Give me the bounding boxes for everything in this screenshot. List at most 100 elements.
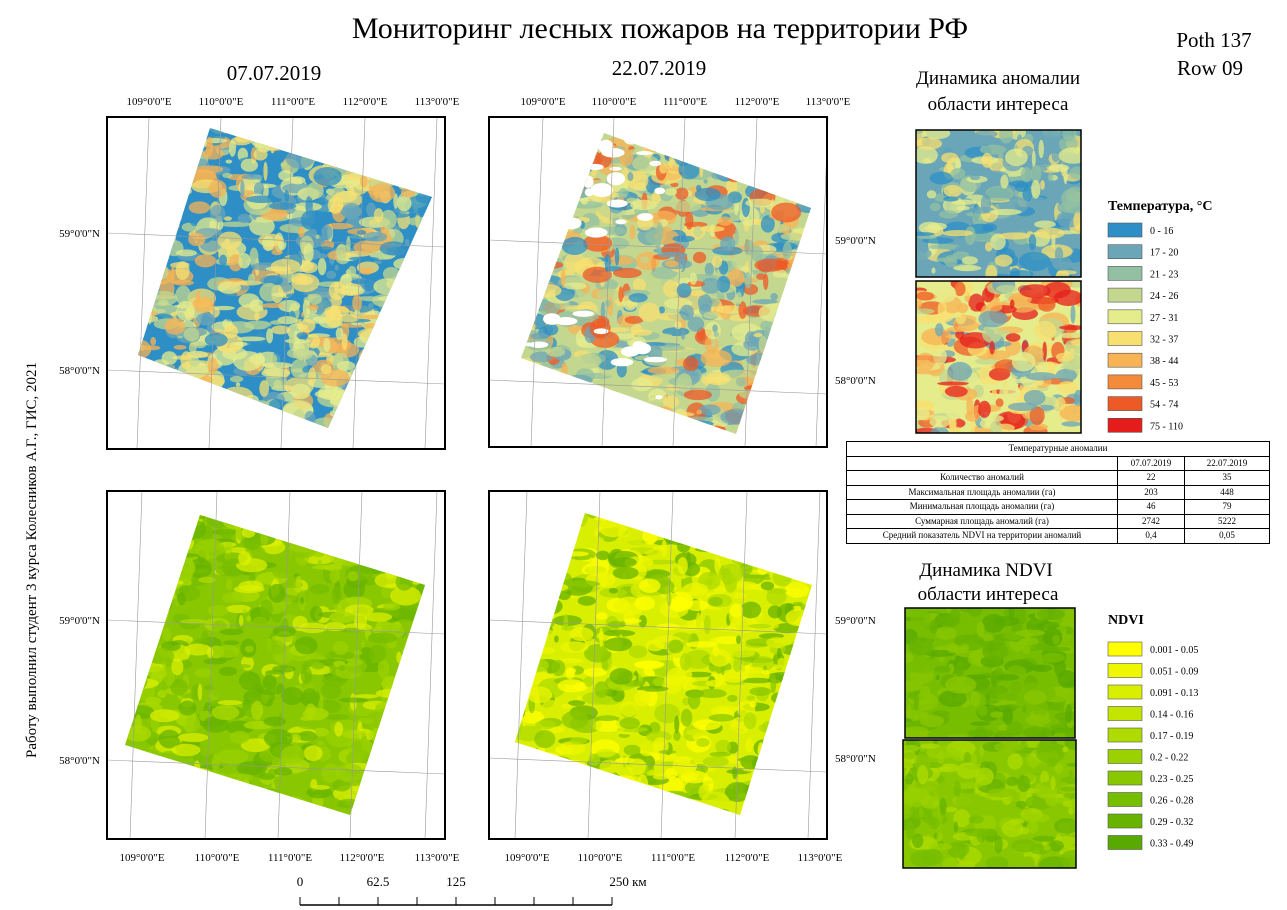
raster-patch bbox=[335, 327, 344, 340]
raster-patch bbox=[370, 764, 377, 771]
raster-patch bbox=[583, 667, 607, 677]
graticule bbox=[807, 490, 821, 840]
raster-patch bbox=[706, 153, 711, 164]
raster-patch bbox=[515, 536, 539, 555]
raster-patch bbox=[959, 608, 973, 613]
raster-patch bbox=[766, 410, 797, 431]
legend-swatch bbox=[1107, 331, 1143, 346]
raster-patch bbox=[710, 139, 724, 156]
raster-patch bbox=[745, 405, 754, 420]
raster-patch bbox=[614, 247, 620, 266]
raster-patch bbox=[995, 398, 1004, 408]
raster-patch bbox=[183, 327, 200, 342]
raster-patch bbox=[685, 141, 717, 159]
raster-patch bbox=[1055, 352, 1075, 362]
raster-patch bbox=[418, 699, 425, 717]
raster-patch bbox=[1013, 145, 1019, 150]
raster-patch bbox=[251, 700, 264, 721]
raster-patch bbox=[763, 282, 789, 295]
raster-patch bbox=[559, 551, 589, 557]
scale-label: 62.5 bbox=[367, 874, 390, 889]
legend-swatch bbox=[1107, 792, 1143, 807]
raster-patch bbox=[540, 133, 557, 138]
raster-patch bbox=[577, 595, 596, 606]
raster-patch bbox=[594, 429, 601, 434]
raster-patch bbox=[650, 210, 677, 226]
raster-patch bbox=[534, 730, 556, 749]
raster-patch bbox=[270, 320, 284, 325]
raster-patch bbox=[939, 797, 947, 816]
raster-patch bbox=[202, 387, 214, 398]
raster-patch bbox=[792, 601, 803, 606]
raster-patch bbox=[912, 801, 923, 808]
raster-patch bbox=[125, 520, 131, 539]
raster-patch bbox=[1009, 299, 1015, 309]
raster-patch bbox=[125, 658, 134, 667]
legend-swatch bbox=[1107, 835, 1143, 850]
raster-patch bbox=[280, 745, 305, 765]
raster-patch bbox=[781, 671, 804, 682]
raster-patch bbox=[174, 149, 182, 155]
raster-patch bbox=[685, 600, 709, 611]
raster-patch bbox=[291, 136, 317, 152]
raster-patch bbox=[785, 609, 811, 627]
raster-patch bbox=[360, 174, 368, 188]
raster-patch bbox=[195, 408, 210, 413]
raster-patch bbox=[1049, 139, 1063, 151]
raster-patch bbox=[299, 138, 306, 148]
raster-patch bbox=[253, 400, 268, 407]
raster-patch bbox=[583, 676, 594, 688]
raster-patch bbox=[705, 372, 731, 386]
raster-patch bbox=[211, 689, 223, 697]
raster-patch bbox=[244, 645, 254, 653]
raster-patch bbox=[558, 555, 567, 569]
raster-patch bbox=[688, 133, 715, 139]
raster-patch bbox=[521, 409, 540, 429]
raster-patch bbox=[634, 660, 665, 668]
raster-patch bbox=[309, 583, 330, 595]
raster-patch bbox=[689, 272, 698, 285]
raster-patch bbox=[661, 539, 668, 557]
raster-patch bbox=[547, 185, 562, 193]
raster-patch bbox=[692, 719, 721, 731]
raster-patch bbox=[406, 745, 425, 755]
raster-patch bbox=[300, 666, 313, 685]
raster-patch bbox=[1002, 861, 1009, 867]
raster-patch bbox=[654, 668, 668, 679]
raster-patch bbox=[182, 398, 215, 404]
raster-patch bbox=[768, 148, 799, 168]
raster-patch bbox=[714, 556, 721, 574]
raster-patch bbox=[416, 387, 432, 402]
raster-patch bbox=[701, 791, 730, 811]
legend-swatch bbox=[1107, 641, 1143, 657]
raster-patch bbox=[360, 155, 371, 167]
raster-patch bbox=[408, 340, 419, 360]
raster-patch bbox=[219, 254, 228, 267]
raster-patch bbox=[408, 771, 416, 791]
raster-patch bbox=[919, 714, 944, 728]
raster-patch bbox=[694, 513, 706, 522]
raster-patch bbox=[268, 515, 300, 528]
no-data-patch bbox=[652, 133, 675, 144]
raster-patch bbox=[913, 691, 920, 711]
raster-patch bbox=[530, 219, 544, 233]
raster-patch bbox=[916, 407, 930, 421]
raster-patch bbox=[548, 203, 570, 211]
raster-patch bbox=[520, 703, 526, 718]
raster-patch bbox=[407, 531, 425, 551]
raster-patch bbox=[129, 796, 149, 802]
raster-patch bbox=[570, 795, 589, 805]
raster-patch bbox=[546, 566, 563, 576]
raster-patch bbox=[175, 404, 201, 418]
raster-patch bbox=[515, 585, 543, 600]
no-data-patch bbox=[593, 328, 609, 335]
raster-patch bbox=[183, 164, 195, 181]
no-data-patch bbox=[540, 413, 551, 425]
raster-patch bbox=[396, 170, 407, 190]
graticule bbox=[488, 239, 828, 255]
raster-patch bbox=[205, 802, 218, 815]
raster-patch bbox=[400, 129, 411, 137]
raster-patch bbox=[964, 828, 997, 838]
raster-patch bbox=[135, 542, 153, 555]
raster-patch bbox=[298, 622, 328, 634]
